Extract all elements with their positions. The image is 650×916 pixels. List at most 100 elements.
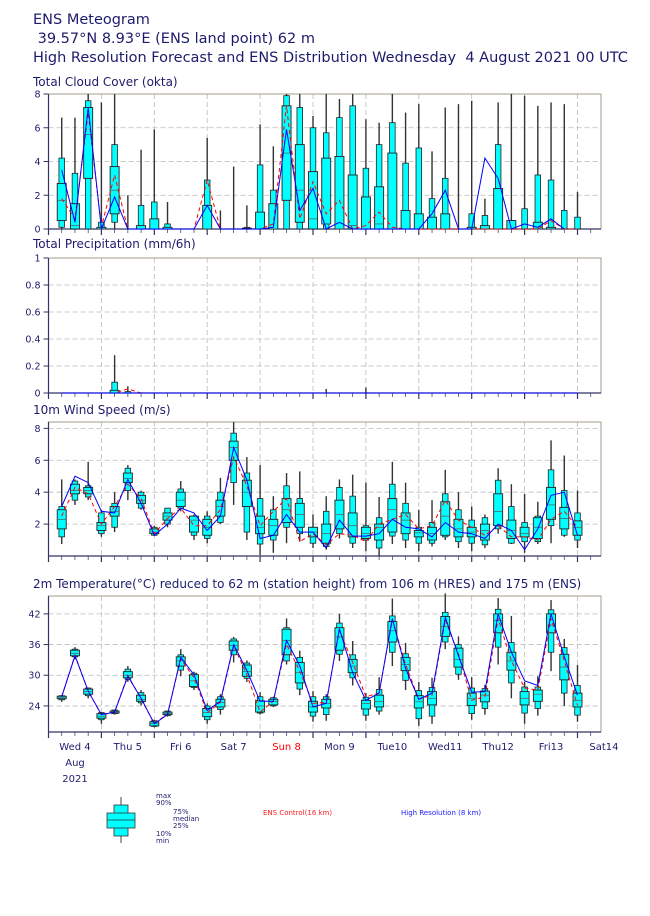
ens-box (400, 643, 411, 691)
ens-box (572, 665, 583, 722)
box-p25-p75 (334, 627, 345, 651)
box-p25-p75 (532, 689, 543, 702)
ens-box (162, 202, 173, 230)
box-p25-p75 (400, 209, 411, 230)
y-tick-label: 0.6 (25, 308, 40, 319)
ens-box (427, 677, 437, 724)
ens-box (347, 474, 358, 549)
box-p25-p75 (559, 506, 570, 530)
temp-panel: 24 30 36 42 (28, 593, 602, 738)
ens-box (546, 102, 556, 230)
day-label: Thu12 (481, 742, 514, 753)
ens-box (561, 104, 568, 230)
ens-box (440, 469, 451, 541)
ens-box (532, 676, 543, 716)
ens-box (413, 104, 424, 230)
y-tick-label: 1 (34, 254, 40, 265)
cloud-panel-title: Total Cloud Cover (okta) (33, 75, 178, 89)
time-axis: Aug 2021 Wed 4 Thu 5 Fri 6 Sat 7 Sun 8 Mon 9 T… (59, 742, 618, 785)
ens-box (281, 94, 292, 230)
box-p25-p75 (294, 502, 305, 528)
hres-line (61, 107, 565, 230)
y-tick-label: 42 (28, 609, 40, 620)
box-p25-p75 (228, 440, 239, 461)
box-p25-p75 (400, 512, 411, 535)
box-p25-p75 (466, 692, 477, 706)
cloud-panel: 0 2 4 6 8 (34, 90, 602, 236)
day-label: Sun 8 (272, 742, 301, 753)
ens-box (308, 115, 318, 230)
ens-box (559, 455, 570, 537)
ens-box (189, 514, 199, 541)
ens-box (96, 102, 107, 230)
day-label: Fri 6 (170, 742, 191, 753)
box-p25-p75 (96, 522, 107, 531)
y-tick-label: 30 (28, 671, 40, 682)
ens-box (400, 482, 411, 549)
wind-panel: 2 4 6 8 (34, 421, 602, 562)
day-label: Sat14 (589, 742, 618, 753)
ens-box (96, 712, 107, 724)
box-p10-p90 (561, 210, 568, 230)
legend-box-glyph (106, 797, 136, 843)
hres-line (61, 445, 578, 551)
y-tick-label: 24 (28, 701, 40, 712)
legend-median: median (173, 815, 199, 823)
day-label: Fri13 (539, 742, 564, 753)
box-p25-p75 (413, 530, 424, 538)
legend-p10: 10% (156, 830, 172, 838)
ens-box (400, 112, 411, 230)
ens-box (255, 465, 266, 556)
ens-box (175, 481, 186, 512)
box-p25-p75 (122, 472, 133, 484)
temp-panel-title: 2m Temperature(°C) reduced to 62 m (stat… (33, 577, 582, 591)
ens-box (374, 496, 385, 556)
box-p25-p75 (453, 518, 464, 538)
y-tick-label: 0.4 (25, 335, 40, 346)
ens-box (334, 479, 345, 539)
ens-box (347, 94, 358, 230)
ens-box (241, 205, 252, 230)
legend-control: ENS Control(16 km) (263, 809, 332, 817)
y-tick-label: 0 (34, 225, 40, 236)
ens-box (308, 514, 318, 549)
legend-p75: 75% (173, 808, 189, 816)
ens-box (374, 677, 385, 715)
ens-box (519, 493, 530, 553)
box-p25-p75 (440, 501, 451, 536)
ens-box (83, 461, 94, 501)
box-p25-p75 (69, 483, 80, 495)
ens-box (387, 94, 398, 230)
day-label: Mon 9 (324, 742, 355, 753)
ens-box (493, 102, 504, 230)
ens-box (149, 129, 160, 230)
day-label: Tue10 (376, 742, 407, 753)
y-tick-label: 0 (34, 389, 40, 400)
box-p10-p90 (534, 174, 542, 230)
y-tick-label: 4 (34, 157, 40, 168)
ens-box (574, 191, 581, 230)
box-p25-p75 (69, 203, 80, 230)
ens-box (493, 468, 504, 534)
box-p25-p75 (400, 656, 411, 672)
box-p25-p75 (162, 512, 173, 521)
ens-box (532, 105, 543, 230)
box-p25-p75 (360, 526, 371, 539)
ens-box (360, 693, 371, 721)
y-tick-label: 6 (34, 123, 40, 134)
ens-box (521, 95, 528, 230)
box-p25-p75 (387, 152, 398, 230)
day-label: Thu 5 (113, 742, 142, 753)
y-tick-label: 0.8 (25, 281, 40, 292)
day-label: Sat 7 (221, 742, 247, 753)
ens-box (546, 440, 556, 544)
box-p25-p75 (149, 218, 160, 230)
box-p25-p75 (347, 174, 358, 230)
box-p25-p75 (493, 188, 504, 230)
precip-panel: 0 0.2 0.4 0.6 0.8 1 (25, 254, 602, 400)
ens-box (466, 506, 477, 552)
legend-hres: High Resolution (8 km) (401, 809, 481, 817)
ens-box (506, 615, 517, 699)
wind-panel-title: 10m Wind Speed (m/s) (33, 403, 171, 417)
